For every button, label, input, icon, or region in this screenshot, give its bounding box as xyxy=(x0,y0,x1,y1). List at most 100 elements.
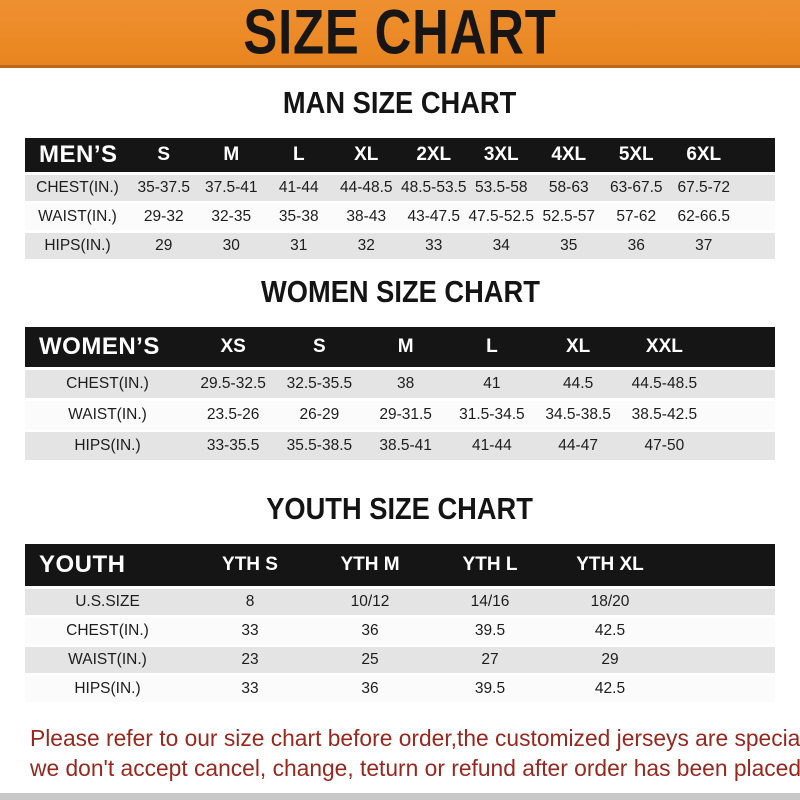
table-row: WAIST(IN.) 29-32 32-35 35-38 38-43 43-47.5 47.… xyxy=(25,204,775,230)
size-value-cell: 35.5-38.5 xyxy=(276,432,363,460)
size-column-header: XXL xyxy=(621,327,708,367)
row-label: CHEST(IN.) xyxy=(25,618,190,644)
size-value-cell: 30 xyxy=(197,233,265,259)
banner-title: SIZE CHART xyxy=(243,0,557,68)
size-value-cell: 36 xyxy=(602,233,670,259)
size-column-header: S xyxy=(130,138,198,172)
size-column-header: S xyxy=(276,327,363,367)
size-value-cell: 31 xyxy=(265,233,333,259)
table-header-row: WOMEN’S XS S M L XL XXL xyxy=(25,327,775,367)
disclaimer-text: Please refer to our size chart before or… xyxy=(30,723,800,783)
size-value-cell: 8 xyxy=(190,589,310,615)
youth-size-table: YOUTH YTH S YTH M YTH L YTH XL U.S.SIZE 8 10/12… xyxy=(25,541,775,705)
size-column-header: M xyxy=(362,327,449,367)
row-filler xyxy=(707,432,775,460)
size-value-cell: 33 xyxy=(190,618,310,644)
size-value-cell: 67.5-72 xyxy=(670,175,738,201)
row-filler xyxy=(707,370,775,398)
size-value-cell: 34.5-38.5 xyxy=(535,401,622,429)
man-size-chart-section-heading: MAN SIZE CHART xyxy=(0,87,800,119)
size-column-header: M xyxy=(197,138,265,172)
youth-size-chart-section-heading: YOUTH SIZE CHART xyxy=(0,493,800,525)
size-value-cell: 38 xyxy=(362,370,449,398)
size-value-cell: 57-62 xyxy=(602,204,670,230)
size-value-cell: 26-29 xyxy=(276,401,363,429)
size-chart-banner: SIZE CHART xyxy=(0,0,800,68)
size-value-cell: 36 xyxy=(310,676,430,702)
size-value-cell: 23 xyxy=(190,647,310,673)
size-column-header: L xyxy=(265,138,333,172)
row-filler xyxy=(670,647,775,673)
size-value-cell: 42.5 xyxy=(550,618,670,644)
size-value-cell: 47.5-52.5 xyxy=(467,204,535,230)
size-value-cell: 29 xyxy=(130,233,198,259)
size-value-cell: 25 xyxy=(310,647,430,673)
size-column-header: XS xyxy=(190,327,277,367)
size-column-header: 2XL xyxy=(400,138,468,172)
size-value-cell: 53.5-58 xyxy=(467,175,535,201)
size-column-header: YTH M xyxy=(310,544,430,586)
size-value-cell: 32.5-35.5 xyxy=(276,370,363,398)
size-value-cell: 36 xyxy=(310,618,430,644)
size-value-cell: 62-66.5 xyxy=(670,204,738,230)
table-row: HIPS(IN.) 33-35.5 35.5-38.5 38.5-41 41-44 44-… xyxy=(25,432,775,460)
size-value-cell: 39.5 xyxy=(430,618,550,644)
size-value-cell: 33 xyxy=(190,676,310,702)
table-row: HIPS(IN.) 29 30 31 32 33 34 35 36 37 xyxy=(25,233,775,259)
size-value-cell: 44.5-48.5 xyxy=(621,370,708,398)
table-row: WAIST(IN.) 23 25 27 29 xyxy=(25,647,775,673)
header-filler xyxy=(707,327,775,367)
size-value-cell: 27 xyxy=(430,647,550,673)
women-size-chart-heading-text: WOMEN SIZE CHART xyxy=(260,274,540,309)
size-value-cell: 43-47.5 xyxy=(400,204,468,230)
size-value-cell: 23.5-26 xyxy=(190,401,277,429)
row-label: HIPS(IN.) xyxy=(25,233,130,259)
size-column-header: 6XL xyxy=(670,138,738,172)
size-value-cell: 38.5-41 xyxy=(362,432,449,460)
disclaimer-line-2: we don't accept cancel, change, teturn o… xyxy=(30,755,800,781)
size-value-cell: 29-31.5 xyxy=(362,401,449,429)
header-filler xyxy=(670,544,775,586)
size-value-cell: 63-67.5 xyxy=(602,175,670,201)
size-value-cell: 14/16 xyxy=(430,589,550,615)
row-label: U.S.SIZE xyxy=(25,589,190,615)
row-filler xyxy=(737,175,775,201)
size-value-cell: 41-44 xyxy=(265,175,333,201)
size-value-cell: 42.5 xyxy=(550,676,670,702)
size-column-header: YTH S xyxy=(190,544,310,586)
men-size-table: MEN’S S M L XL 2XL 3XL 4XL 5XL 6XL CHEST(IN.) 35-37… xyxy=(25,135,775,262)
table-header-label: YOUTH xyxy=(25,544,190,586)
size-value-cell: 10/12 xyxy=(310,589,430,615)
size-column-header: L xyxy=(448,327,535,367)
size-value-cell: 44-48.5 xyxy=(332,175,400,201)
size-value-cell: 37.5-41 xyxy=(197,175,265,201)
size-column-header: XL xyxy=(535,327,622,367)
size-value-cell: 38.5-42.5 xyxy=(621,401,708,429)
row-label: HIPS(IN.) xyxy=(25,676,190,702)
size-column-header: 5XL xyxy=(602,138,670,172)
size-value-cell: 18/20 xyxy=(550,589,670,615)
row-label: CHEST(IN.) xyxy=(25,370,190,398)
table-header-row: YOUTH YTH S YTH M YTH L YTH XL xyxy=(25,544,775,586)
disclaimer-line-1: Please refer to our size chart before or… xyxy=(30,725,800,751)
size-value-cell: 41 xyxy=(448,370,535,398)
row-label: HIPS(IN.) xyxy=(25,432,190,460)
size-value-cell: 58-63 xyxy=(535,175,603,201)
row-filler xyxy=(670,676,775,702)
size-value-cell: 31.5-34.5 xyxy=(448,401,535,429)
size-value-cell: 33 xyxy=(400,233,468,259)
row-filler xyxy=(707,401,775,429)
man-size-chart-heading-text: MAN SIZE CHART xyxy=(283,85,517,120)
size-value-cell: 35 xyxy=(535,233,603,259)
size-value-cell: 29-32 xyxy=(130,204,198,230)
youth-size-chart-heading-text: YOUTH SIZE CHART xyxy=(266,491,534,526)
table-row: CHEST(IN.) 33 36 39.5 42.5 xyxy=(25,618,775,644)
size-value-cell: 44-47 xyxy=(535,432,622,460)
header-filler xyxy=(737,138,775,172)
size-value-cell: 29.5-32.5 xyxy=(190,370,277,398)
size-value-cell: 35-37.5 xyxy=(130,175,198,201)
size-value-cell: 48.5-53.5 xyxy=(400,175,468,201)
size-value-cell: 32 xyxy=(332,233,400,259)
size-column-header: 3XL xyxy=(467,138,535,172)
size-value-cell: 47-50 xyxy=(621,432,708,460)
